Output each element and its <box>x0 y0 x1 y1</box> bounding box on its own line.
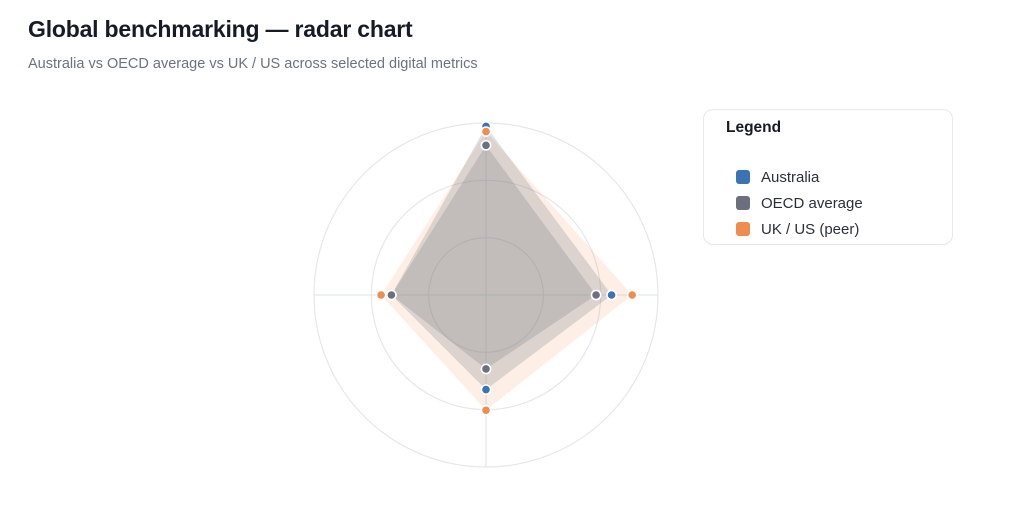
page-title: Global benchmarking — radar chart <box>28 16 413 42</box>
legend-item-australia[interactable]: Australia <box>736 164 863 190</box>
data-point-australia-3 <box>480 384 492 395</box>
series-area-uk-us-peer <box>381 131 633 411</box>
radar-areas <box>381 126 633 411</box>
data-point-australia-2 <box>606 289 617 301</box>
data-point-oecd-average-1 <box>480 139 492 151</box>
legend-label-australia: Australia <box>761 168 820 186</box>
legend-title: Legend <box>726 119 782 136</box>
data-point-oecd-average-2 <box>590 289 602 301</box>
legend-swatch-australia <box>736 170 750 184</box>
legend-items: Australia OECD average UK / US (peer) <box>736 164 863 242</box>
data-point-oecd-average-3 <box>480 363 492 375</box>
legend-item-oecd-average[interactable]: OECD average <box>736 190 863 216</box>
series-area-australia <box>391 126 612 390</box>
legend-item-uk-us-peer[interactable]: UK / US (peer) <box>736 216 863 242</box>
data-point-uk-us-peer-3 <box>480 404 492 416</box>
page-subtitle: Australia vs OECD average vs UK / US acr… <box>28 56 478 72</box>
data-point-uk-us-peer-1 <box>480 126 492 138</box>
data-point-oecd-average-4 <box>385 289 397 301</box>
legend-label-oecd-average: OECD average <box>761 194 863 212</box>
series-area-oecd-average <box>391 145 597 369</box>
data-point-uk-us-peer-4 <box>375 289 387 301</box>
data-point-uk-us-peer-2 <box>626 289 638 301</box>
radar-points <box>375 121 638 416</box>
legend-swatch-uk-us-peer <box>736 222 750 236</box>
legend-swatch-oecd-average <box>736 196 750 210</box>
legend-label-uk-us-peer: UK / US (peer) <box>761 220 860 238</box>
legend: Legend Australia OECD average UK / US (p… <box>703 109 953 245</box>
